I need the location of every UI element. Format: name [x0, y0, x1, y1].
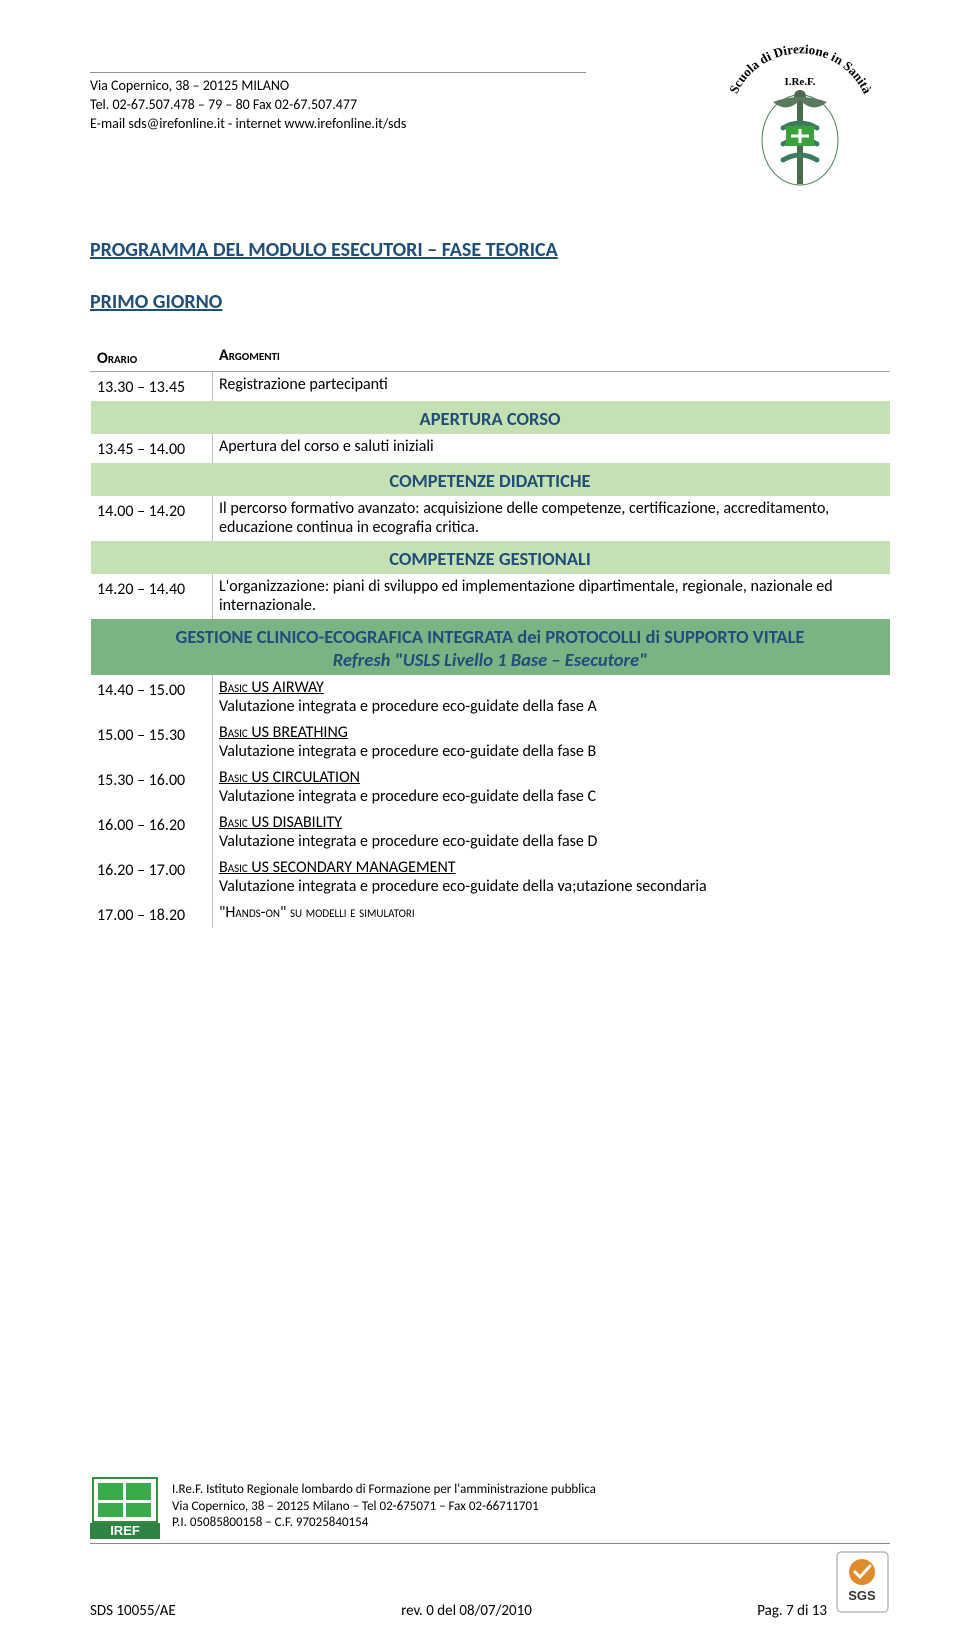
time-cell: 16.00 – 16.20 — [91, 810, 213, 855]
section-band: COMPETENZE GESTIONALI — [91, 541, 890, 574]
time-cell: 17.00 – 18.20 — [91, 900, 213, 929]
topic-cell: Basic US DISABILITYValutazione integrata… — [213, 810, 890, 855]
time-cell: 13.30 – 13.45 — [91, 372, 213, 401]
topic-cell: Basic US CIRCULATIONValutazione integrat… — [213, 765, 890, 810]
addr-line: Tel. 02-67.507.478 – 79 – 80 Fax 02-67.5… — [90, 96, 586, 115]
header-seal: Scuola di Direzione in Sanità I.Re.F. — [710, 40, 890, 200]
topic-cell: "Hands-on" su modelli e simulatori — [213, 900, 890, 929]
topic-cell: Basic US AIRWAYValutazione integrata e p… — [213, 675, 890, 720]
schedule-table: Orario Argomenti 13.30 – 13.45 Registraz… — [90, 342, 890, 928]
page-title: PROGRAMMA DEL MODULO ESECUTORI – FASE TE… — [90, 238, 890, 262]
addr-line: Via Copernico, 38 – 20125 MILANO — [90, 72, 586, 96]
section-band: COMPETENZE DIDATTICHE — [91, 463, 890, 496]
iref-logo-icon: IREF — [90, 1475, 160, 1539]
time-cell: 13.45 – 14.00 — [91, 434, 213, 463]
section-band-large: GESTIONE CLINICO-ECOGRAFICA INTEGRATA de… — [91, 619, 890, 675]
time-cell: 14.00 – 14.20 — [91, 496, 213, 541]
topic-cell: Il percorso formativo avanzato: acquisiz… — [213, 496, 890, 541]
svg-text:IREF: IREF — [110, 1523, 140, 1538]
footer-page: Pag. 7 di 13 — [757, 1602, 827, 1620]
time-cell: 15.00 – 15.30 — [91, 720, 213, 765]
time-cell: 16.20 – 17.00 — [91, 855, 213, 900]
day-title: PRIMO GIORNO — [90, 290, 890, 314]
footer-rev: rev. 0 del 08/07/2010 — [401, 1602, 532, 1620]
footer-org: I.Re.F. Istituto Regionale lombardo di F… — [172, 1482, 596, 1533]
topic-cell: Basic US SECONDARY MANAGEMENTValutazione… — [213, 855, 890, 900]
topic-cell: Registrazione partecipanti — [213, 372, 890, 401]
topic-cell: L'organizzazione: piani di sviluppo ed i… — [213, 574, 890, 619]
col-header-time: Orario — [91, 343, 213, 372]
svg-text:SGS: SGS — [848, 1588, 876, 1603]
sgs-badge-icon: SGS — [835, 1550, 890, 1620]
time-cell: 14.20 – 14.40 — [91, 574, 213, 619]
page-header: Via Copernico, 38 – 20125 MILANO Tel. 02… — [90, 40, 890, 200]
school-seal-icon: Scuola di Direzione in Sanità I.Re.F. — [713, 40, 888, 195]
section-band: APERTURA CORSO — [91, 401, 890, 434]
topic-cell: Apertura del corso e saluti iniziali — [213, 434, 890, 463]
header-address: Via Copernico, 38 – 20125 MILANO Tel. 02… — [90, 40, 586, 134]
time-cell: 14.40 – 15.00 — [91, 675, 213, 720]
page-footer: IREF I.Re.F. Istituto Regionale lombardo… — [90, 1475, 890, 1620]
col-header-topic: Argomenti — [213, 343, 890, 372]
time-cell: 15.30 – 16.00 — [91, 765, 213, 810]
footer-code: SDS 10055/AE — [90, 1602, 176, 1620]
svg-text:I.Re.F.: I.Re.F. — [784, 76, 815, 88]
svg-text:Scuola di Direzione in San: Scuola di Direzione in Sanità — [725, 41, 874, 96]
topic-cell: Basic US BREATHINGValutazione integrata … — [213, 720, 890, 765]
addr-line: E-mail sds@irefonline.it - internet www.… — [90, 115, 586, 134]
